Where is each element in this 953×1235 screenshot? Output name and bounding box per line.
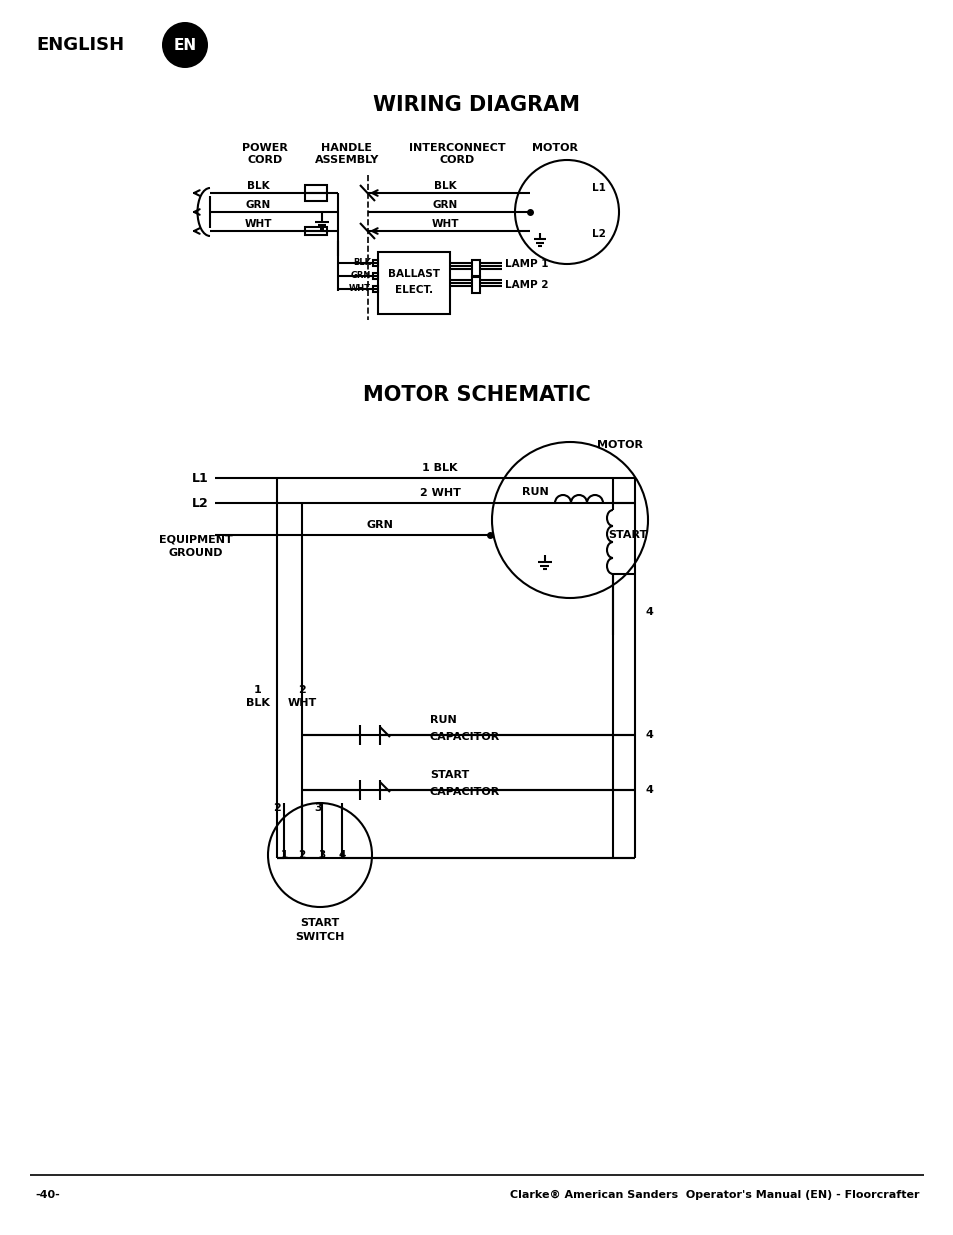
Text: WHT: WHT: [244, 219, 272, 228]
Text: LAMP 1: LAMP 1: [504, 259, 548, 269]
Bar: [373, 287, 377, 291]
Text: CAPACITOR: CAPACITOR: [430, 732, 499, 742]
Bar: [305, 185, 327, 201]
Text: INTERCONNECT: INTERCONNECT: [408, 143, 505, 153]
Text: MOTOR: MOTOR: [532, 143, 578, 153]
Text: 2 WHT: 2 WHT: [419, 488, 460, 498]
Text: START: START: [607, 530, 646, 540]
Text: L1: L1: [192, 472, 208, 484]
Text: -40-: -40-: [35, 1191, 60, 1200]
Bar: [305, 227, 327, 235]
Text: 2: 2: [298, 850, 305, 860]
Text: GRN: GRN: [432, 200, 457, 210]
Text: CAPACITOR: CAPACITOR: [430, 787, 499, 797]
Text: 4: 4: [338, 850, 345, 860]
Text: START: START: [430, 769, 469, 781]
Text: POWER: POWER: [242, 143, 288, 153]
Bar: [472, 261, 479, 275]
Text: BLK: BLK: [434, 182, 456, 191]
Text: 3: 3: [318, 850, 325, 860]
Text: GRN: GRN: [245, 200, 271, 210]
Text: WHT: WHT: [287, 698, 316, 708]
Bar: [377, 252, 450, 314]
Text: BALLAST: BALLAST: [388, 269, 439, 279]
Text: L2: L2: [592, 228, 605, 240]
Text: MOTOR: MOTOR: [597, 440, 642, 450]
Text: 4: 4: [644, 785, 652, 795]
Text: WHT: WHT: [431, 219, 458, 228]
Text: ASSEMBLY: ASSEMBLY: [314, 156, 378, 165]
Text: EQUIPMENT: EQUIPMENT: [159, 534, 233, 543]
Text: EN: EN: [173, 37, 196, 53]
Text: Clarke® American Sanders  Operator's Manual (EN) - Floorcrafter: Clarke® American Sanders Operator's Manu…: [510, 1191, 919, 1200]
Text: LAMP 2: LAMP 2: [504, 280, 548, 290]
Text: 4: 4: [644, 730, 652, 740]
Text: START: START: [300, 918, 339, 927]
Text: 1: 1: [280, 850, 287, 860]
Bar: [373, 261, 377, 266]
Text: SWITCH: SWITCH: [295, 932, 344, 942]
Text: GRN: GRN: [351, 270, 371, 279]
Text: L1: L1: [592, 183, 605, 193]
Text: GROUND: GROUND: [169, 548, 223, 558]
Circle shape: [162, 22, 208, 68]
Text: GRN: GRN: [366, 520, 393, 530]
Text: L2: L2: [192, 496, 208, 510]
Text: ELECT.: ELECT.: [395, 285, 433, 295]
Bar: [472, 277, 479, 293]
Text: 3: 3: [314, 803, 321, 813]
Text: 4: 4: [644, 606, 652, 618]
Text: BLK: BLK: [353, 258, 371, 267]
Text: 1: 1: [253, 685, 262, 695]
Text: BLK: BLK: [246, 698, 270, 708]
Text: 2: 2: [273, 803, 280, 813]
Bar: [373, 273, 377, 279]
Text: BLK: BLK: [247, 182, 269, 191]
Text: ENGLISH: ENGLISH: [36, 36, 124, 54]
Text: MOTOR SCHEMATIC: MOTOR SCHEMATIC: [363, 385, 590, 405]
Text: RUN: RUN: [521, 487, 548, 496]
Text: WHT: WHT: [349, 284, 371, 293]
Text: HANDLE: HANDLE: [321, 143, 372, 153]
Text: CORD: CORD: [439, 156, 475, 165]
Text: 1 BLK: 1 BLK: [422, 463, 457, 473]
Text: 2: 2: [297, 685, 306, 695]
Text: RUN: RUN: [430, 715, 456, 725]
Text: WIRING DIAGRAM: WIRING DIAGRAM: [374, 95, 579, 115]
Text: CORD: CORD: [247, 156, 282, 165]
